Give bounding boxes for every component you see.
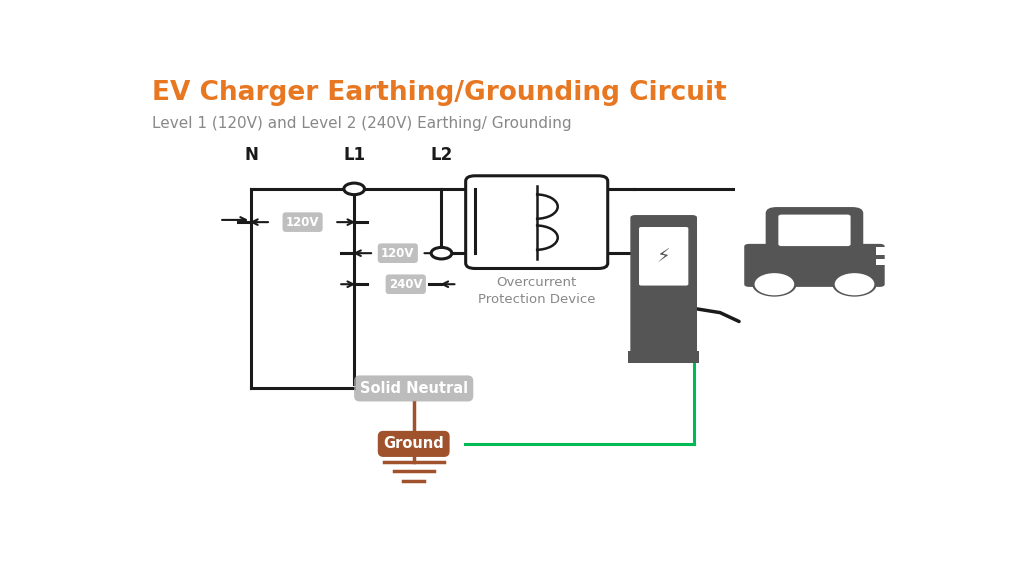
Circle shape — [755, 273, 795, 295]
Text: ⚡: ⚡ — [656, 247, 671, 266]
Text: L1: L1 — [343, 146, 366, 165]
Circle shape — [835, 273, 874, 295]
Text: Solid Neutral: Solid Neutral — [359, 381, 468, 396]
Bar — [628, 351, 699, 363]
FancyBboxPatch shape — [766, 207, 863, 253]
Text: 240V: 240V — [389, 278, 423, 291]
FancyBboxPatch shape — [639, 227, 688, 286]
Text: 120V: 120V — [286, 215, 319, 229]
Text: Ground: Ground — [383, 437, 444, 452]
Circle shape — [431, 248, 452, 259]
Text: N: N — [244, 146, 258, 165]
Bar — [876, 259, 890, 265]
Bar — [876, 247, 890, 255]
Text: Level 1 (120V) and Level 2 (240V) Earthing/ Grounding: Level 1 (120V) and Level 2 (240V) Earthi… — [152, 116, 571, 131]
Circle shape — [753, 272, 797, 297]
Text: Overcurrent
Protection Device: Overcurrent Protection Device — [478, 276, 595, 306]
FancyBboxPatch shape — [466, 176, 607, 268]
Circle shape — [344, 183, 365, 195]
FancyBboxPatch shape — [631, 215, 697, 354]
FancyBboxPatch shape — [744, 244, 885, 287]
Text: EV Charger Earthing/Grounding Circuit: EV Charger Earthing/Grounding Circuit — [152, 80, 727, 106]
Circle shape — [833, 272, 877, 297]
Text: L2: L2 — [430, 146, 453, 165]
Text: 120V: 120V — [381, 247, 415, 260]
FancyBboxPatch shape — [778, 215, 851, 246]
